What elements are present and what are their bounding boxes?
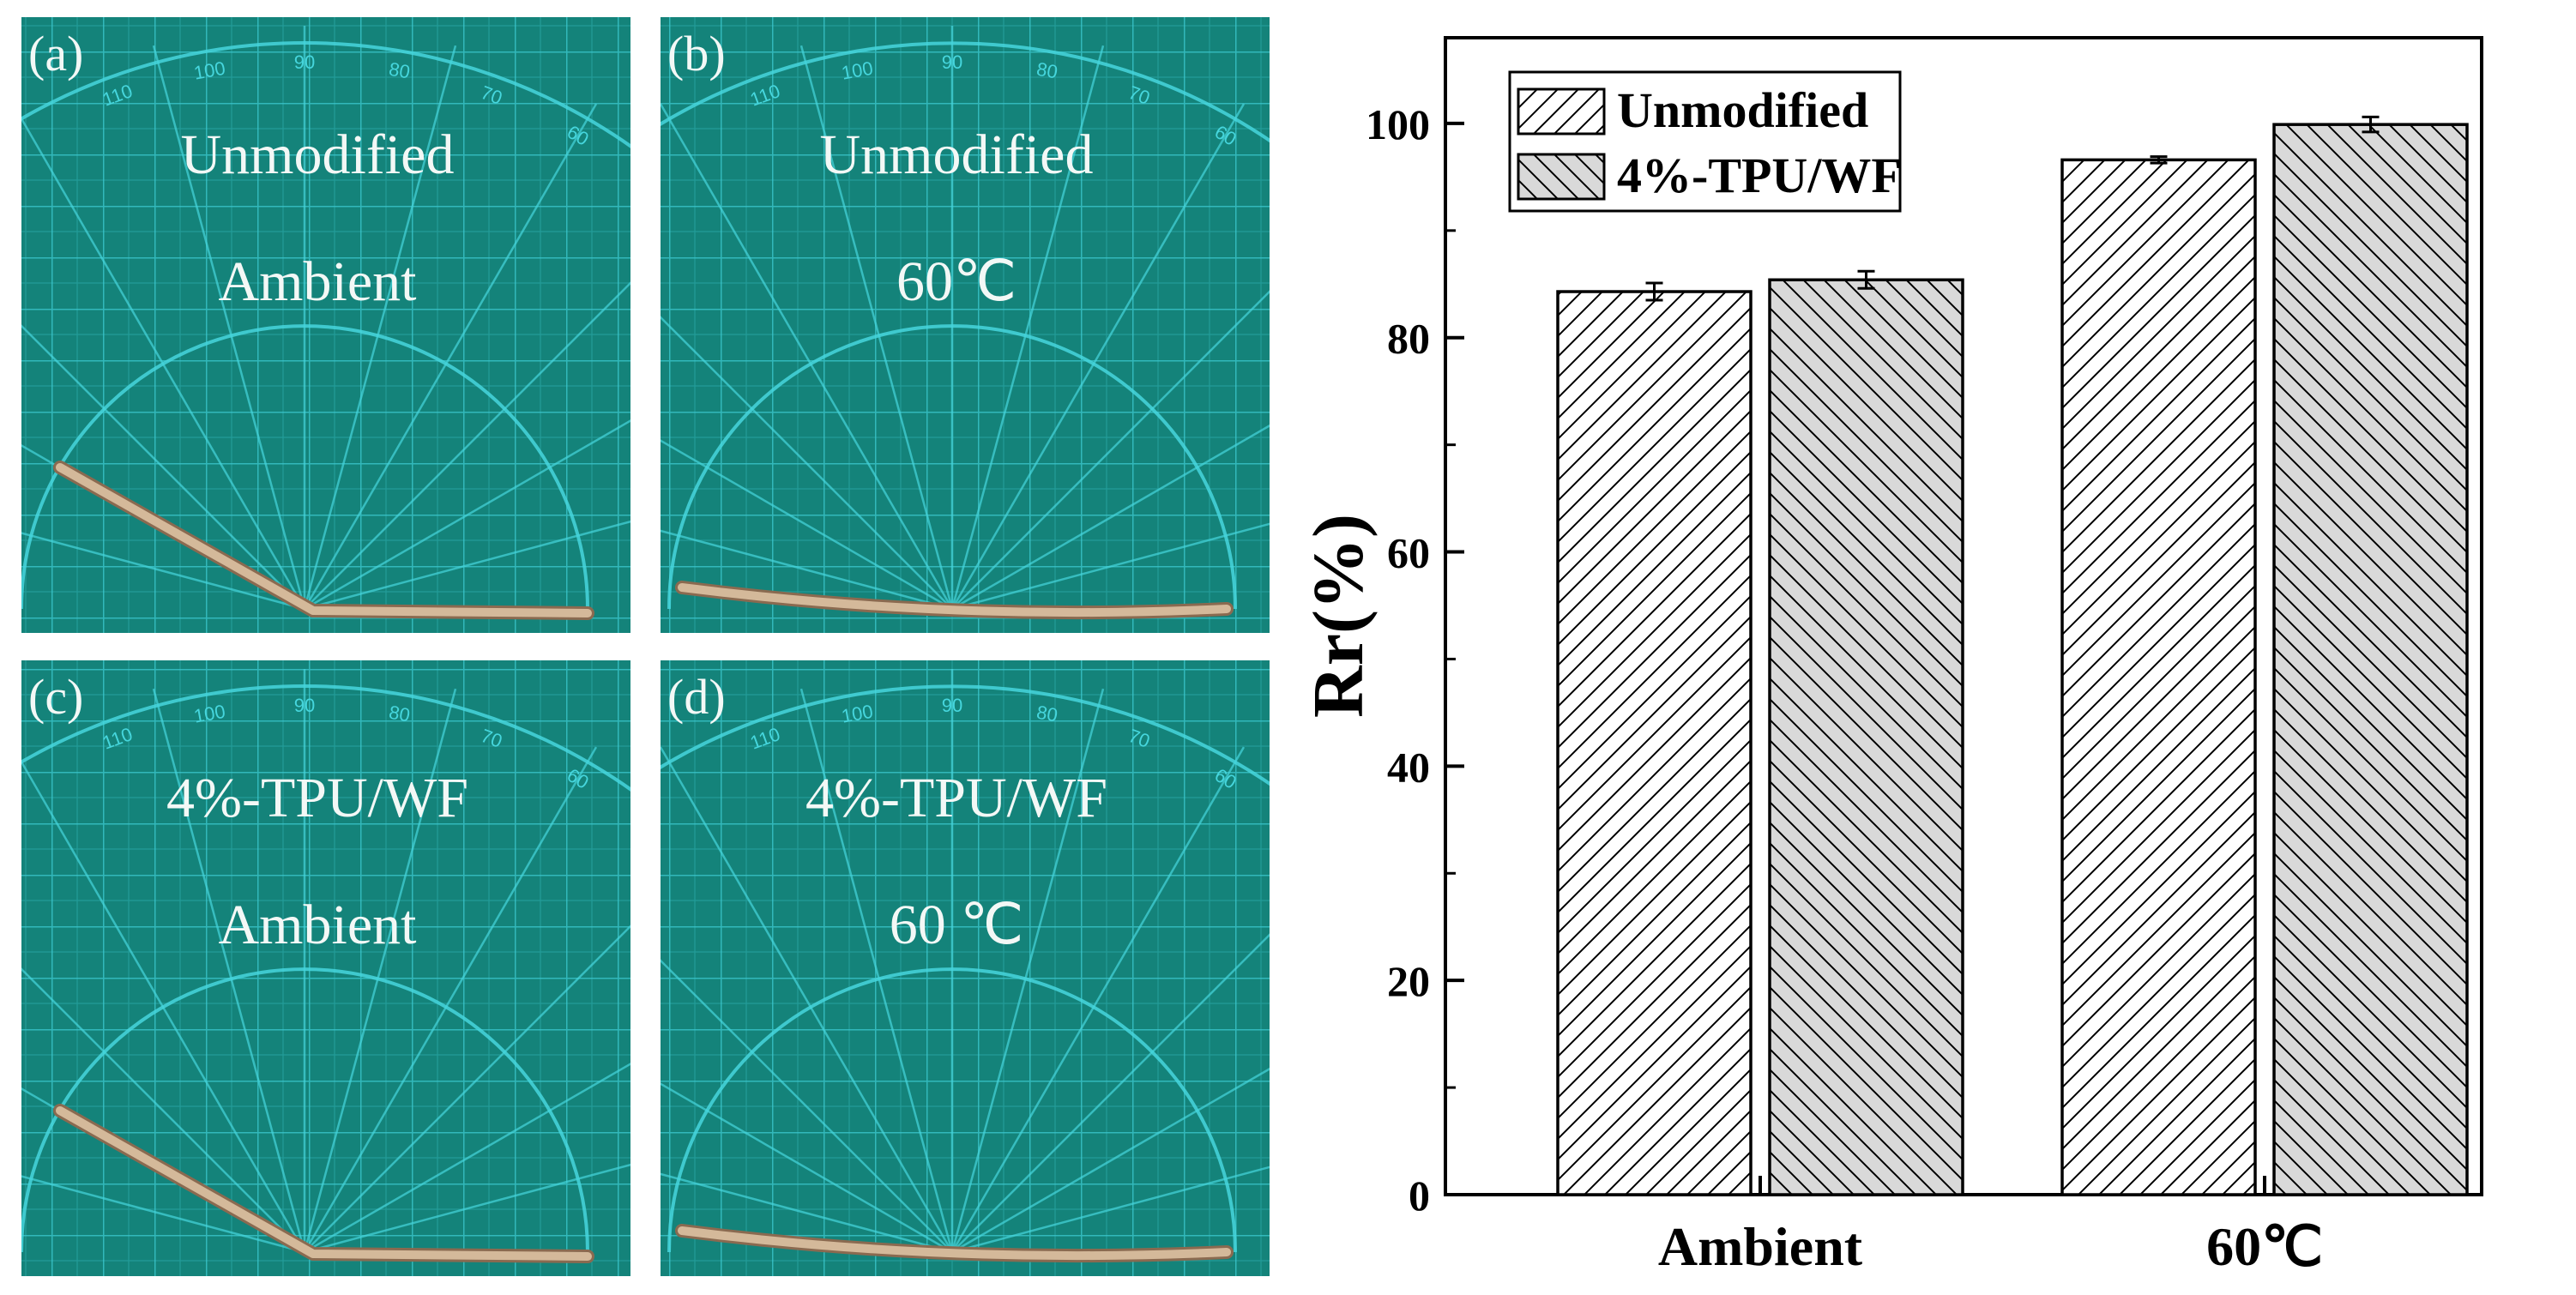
bar-4-tpu-wf-0 xyxy=(1768,278,1964,1196)
protractor-ray xyxy=(303,45,457,610)
y-axis: 0 20 40 60 80 100 xyxy=(1366,100,1464,1220)
protractor-ray xyxy=(661,959,953,1253)
protractor-ray xyxy=(661,1082,953,1254)
protractor-ray xyxy=(951,1067,1270,1254)
protractor-ray xyxy=(21,967,305,1253)
protractor-ray xyxy=(951,522,1270,611)
protractor-ray xyxy=(304,925,630,1253)
protractor-ray xyxy=(951,424,1270,611)
x-tick-label: 60℃ xyxy=(2206,1216,2323,1277)
panel-label-material: Unmodified xyxy=(181,123,455,186)
protractor-ray xyxy=(661,746,954,1253)
protractor-ray xyxy=(303,746,598,1253)
protractor-ray xyxy=(303,688,457,1253)
protractor-ray xyxy=(951,290,1270,610)
y-tick-label: 40 xyxy=(1387,743,1430,791)
protractor-ray xyxy=(21,532,305,611)
protractor-ray xyxy=(304,419,630,611)
protractor-ray xyxy=(304,520,630,611)
protractor-ray xyxy=(950,688,1105,1253)
bars xyxy=(1556,115,2469,1196)
y-tick-label: 20 xyxy=(1387,957,1430,1005)
wood-sample xyxy=(53,461,594,620)
bar-unmodified-1 xyxy=(2060,158,2257,1196)
legend-label-tpu: 4%-TPU/WF xyxy=(1617,148,1902,203)
legend-label-unmodified: Unmodified xyxy=(1617,82,1868,138)
panel-tag: (b) xyxy=(667,26,726,81)
protractor-ray xyxy=(21,1175,305,1254)
protractor-ray xyxy=(21,759,306,1253)
protractor-ray xyxy=(799,45,954,610)
protractor-ray xyxy=(21,116,306,610)
legend-swatch-tpu xyxy=(1517,153,1606,201)
protractor-number: 90 xyxy=(294,695,315,716)
y-axis-label: Rr(%) xyxy=(1299,514,1378,718)
panel-label-material: 4%-TPU/WF xyxy=(166,767,468,829)
protractor-ray xyxy=(950,45,1105,610)
protractor-ray xyxy=(303,103,598,610)
bar-4-tpu-wf-1 xyxy=(2272,123,2469,1196)
panel-label-condition: Ambient xyxy=(219,250,417,313)
y-tick-label: 0 xyxy=(1409,1172,1430,1220)
protractor-ray xyxy=(951,933,1270,1253)
mat-grid xyxy=(21,660,630,1276)
protractor-ray xyxy=(661,316,953,610)
protractor-ray xyxy=(661,1172,953,1254)
y-tick-label: 60 xyxy=(1387,529,1430,577)
panel-tag: (c) xyxy=(28,669,83,725)
protractor-ray xyxy=(661,103,954,610)
protractor-number: 80 xyxy=(387,58,411,83)
y-tick-label: 80 xyxy=(1387,315,1430,363)
protractor-ray xyxy=(304,281,630,610)
wood-sample xyxy=(675,581,1234,620)
protractor-ray xyxy=(21,324,305,610)
panel-tag: (a) xyxy=(28,26,83,81)
mat-grid xyxy=(21,17,630,633)
bar-chart: 0 20 40 60 80 100 Ambient 60℃ Rr(%) Unmodified… xyxy=(1299,36,2483,1277)
protractor-number: 80 xyxy=(387,702,411,726)
protractor-number: 80 xyxy=(1035,58,1059,83)
protractor-ray xyxy=(152,45,306,610)
protractor-ray xyxy=(950,746,1246,1253)
protractor-number: 90 xyxy=(942,695,962,716)
panel-label-material: Unmodified xyxy=(820,123,1094,186)
wood-sample xyxy=(675,1224,1234,1263)
x-axis-labels: Ambient 60℃ xyxy=(1658,1176,2323,1277)
wood-sample xyxy=(53,1104,594,1263)
panel-label-condition: 60℃ xyxy=(896,250,1017,313)
legend-swatch-unmodified xyxy=(1517,87,1606,136)
legend: Unmodified 4%-TPU/WF xyxy=(1508,70,1902,213)
protractor-number: 90 xyxy=(294,51,315,73)
protractor-ray xyxy=(951,1166,1270,1254)
bar-unmodified-0 xyxy=(1556,290,1753,1196)
panel-label-condition: 60 ℃ xyxy=(890,894,1024,956)
panel-tag: (d) xyxy=(667,669,726,725)
protractor-ray xyxy=(950,103,1246,610)
protractor-number: 90 xyxy=(942,51,962,73)
protractor-ray xyxy=(152,688,306,1253)
protractor-number: 80 xyxy=(1035,702,1059,726)
protractor-ray xyxy=(304,1063,630,1254)
protractor-ray xyxy=(661,439,953,611)
x-tick-label: Ambient xyxy=(1658,1216,1863,1277)
y-tick-label: 100 xyxy=(1366,100,1430,148)
panel-label-material: 4%-TPU/WF xyxy=(805,767,1107,829)
protractor-ray xyxy=(799,688,954,1253)
protractor-ray xyxy=(661,529,953,611)
panel-label-condition: Ambient xyxy=(219,894,417,956)
protractor-ray xyxy=(304,1163,630,1254)
